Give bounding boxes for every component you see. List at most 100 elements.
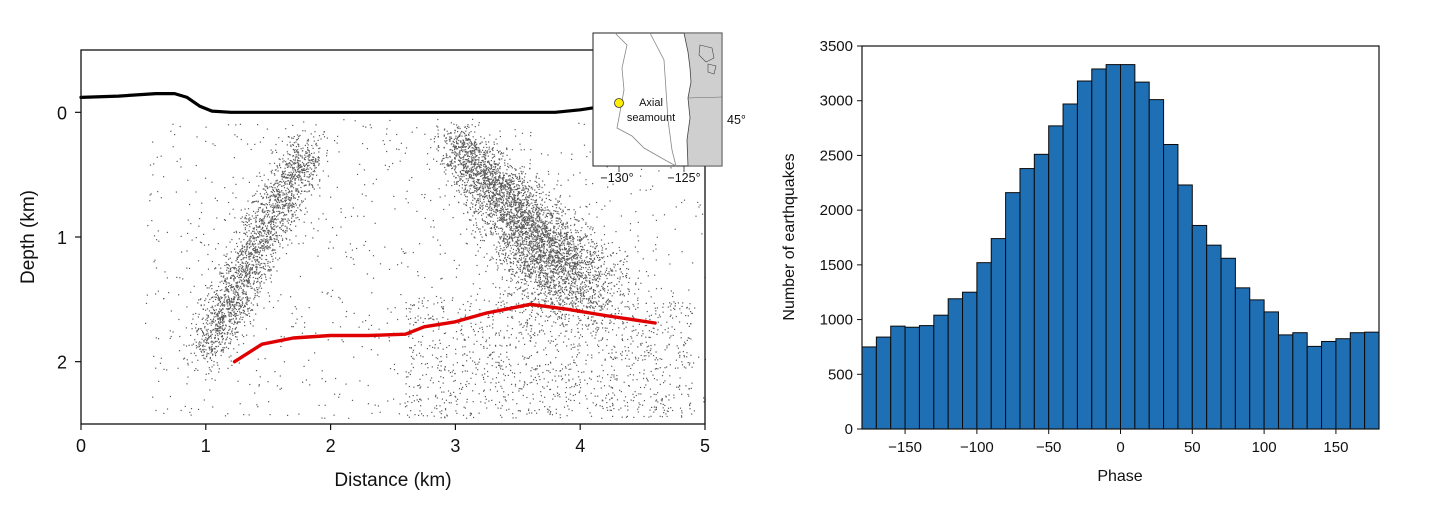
scatter-point xyxy=(556,292,558,294)
scatter-point xyxy=(467,179,469,182)
scatter-point xyxy=(514,195,516,197)
scatter-point xyxy=(563,279,565,281)
scatter-point xyxy=(209,369,211,371)
scatter-point xyxy=(484,174,486,176)
scatter-point xyxy=(236,339,238,341)
scatter-point xyxy=(263,282,265,284)
scatter-point xyxy=(466,170,468,172)
scatter-point xyxy=(288,199,290,201)
scatter-point xyxy=(618,310,620,312)
scatter-point xyxy=(545,254,547,257)
scatter-point xyxy=(221,289,223,291)
scatter-point xyxy=(297,199,299,201)
scatter-point xyxy=(535,298,537,300)
scatter-point xyxy=(226,277,228,279)
scatter-point xyxy=(305,152,307,154)
scatter-point xyxy=(284,175,286,177)
scatter-point xyxy=(508,214,510,216)
scatter-point xyxy=(501,189,503,191)
scatter-point xyxy=(538,215,540,217)
scatter-point xyxy=(297,168,300,170)
scatter-point xyxy=(242,278,245,280)
scatter-point xyxy=(530,212,532,214)
scatter-point xyxy=(474,185,476,188)
scatter-point xyxy=(231,303,233,306)
scatter-point xyxy=(270,230,272,232)
scatter-point xyxy=(604,304,606,306)
scatter-point xyxy=(285,192,287,194)
scatter-point xyxy=(282,171,284,173)
scatter-point xyxy=(243,285,245,288)
scatter-point xyxy=(197,333,199,336)
scatter-point xyxy=(259,271,261,273)
scatter-point xyxy=(550,264,553,266)
scatter-point xyxy=(271,169,273,171)
scatter-point xyxy=(446,164,448,166)
scatter-point xyxy=(234,336,237,338)
scatter-point xyxy=(231,333,233,335)
scatter-point xyxy=(247,308,249,310)
scatter-point xyxy=(211,320,213,322)
scatter-point xyxy=(259,243,261,245)
scatter-point xyxy=(524,223,526,225)
scatter-point xyxy=(518,250,520,253)
scatter-point xyxy=(267,210,269,212)
scatter-point xyxy=(259,193,261,195)
scatter-point xyxy=(233,311,236,313)
scatter-point xyxy=(510,216,512,218)
scatter-point xyxy=(249,274,251,277)
scatter-point xyxy=(229,284,231,286)
scatter-point xyxy=(291,166,293,168)
scatter-point xyxy=(536,251,538,253)
scatter-point xyxy=(241,251,243,253)
scatter-point xyxy=(484,157,486,159)
scatter-point xyxy=(471,184,473,186)
scatter-point xyxy=(264,211,266,213)
scatter-point xyxy=(229,268,231,270)
earthquake-scatter-cloud xyxy=(145,118,706,419)
scatter-point xyxy=(577,231,579,234)
scatter-point xyxy=(203,339,205,342)
scatter-point xyxy=(498,177,500,179)
scatter-point xyxy=(251,287,253,289)
scatter-point xyxy=(558,244,560,246)
scatter-point xyxy=(542,221,544,223)
scatter-point xyxy=(252,309,254,311)
scatter-point xyxy=(253,217,255,219)
scatter-point xyxy=(483,180,485,182)
scatter-point xyxy=(288,190,290,192)
scatter-point xyxy=(227,311,229,313)
scatter-point xyxy=(500,153,502,155)
scatter-point xyxy=(564,264,566,266)
scatter-point xyxy=(502,172,504,174)
scatter-point xyxy=(531,188,534,190)
scatter-point xyxy=(248,285,250,288)
scatter-point xyxy=(272,252,274,254)
scatter-point xyxy=(292,137,294,139)
scatter-point xyxy=(267,211,269,213)
scatter-point xyxy=(497,163,499,166)
scatter-point xyxy=(511,219,513,222)
scatter-point xyxy=(227,305,229,307)
scatter-point xyxy=(571,270,573,272)
scatter-point xyxy=(205,349,207,351)
scatter-point xyxy=(546,215,548,217)
scatter-point xyxy=(266,240,269,242)
scatter-point xyxy=(213,309,215,311)
scatter-point xyxy=(539,226,541,228)
scatter-point xyxy=(480,175,482,177)
scatter-point xyxy=(552,251,555,253)
scatter-point xyxy=(499,249,501,252)
scatter-point xyxy=(536,173,538,175)
scatter-point xyxy=(564,267,566,269)
scatter-point xyxy=(548,265,550,267)
scatter-point xyxy=(204,300,206,302)
scatter-point xyxy=(485,153,487,155)
scatter-point xyxy=(471,154,474,156)
scatter-point xyxy=(600,270,602,273)
scatter-point xyxy=(492,184,494,186)
scatter-point xyxy=(265,206,267,208)
scatter-point xyxy=(275,219,277,221)
scatter-point xyxy=(263,262,265,264)
scatter-point xyxy=(534,223,536,225)
